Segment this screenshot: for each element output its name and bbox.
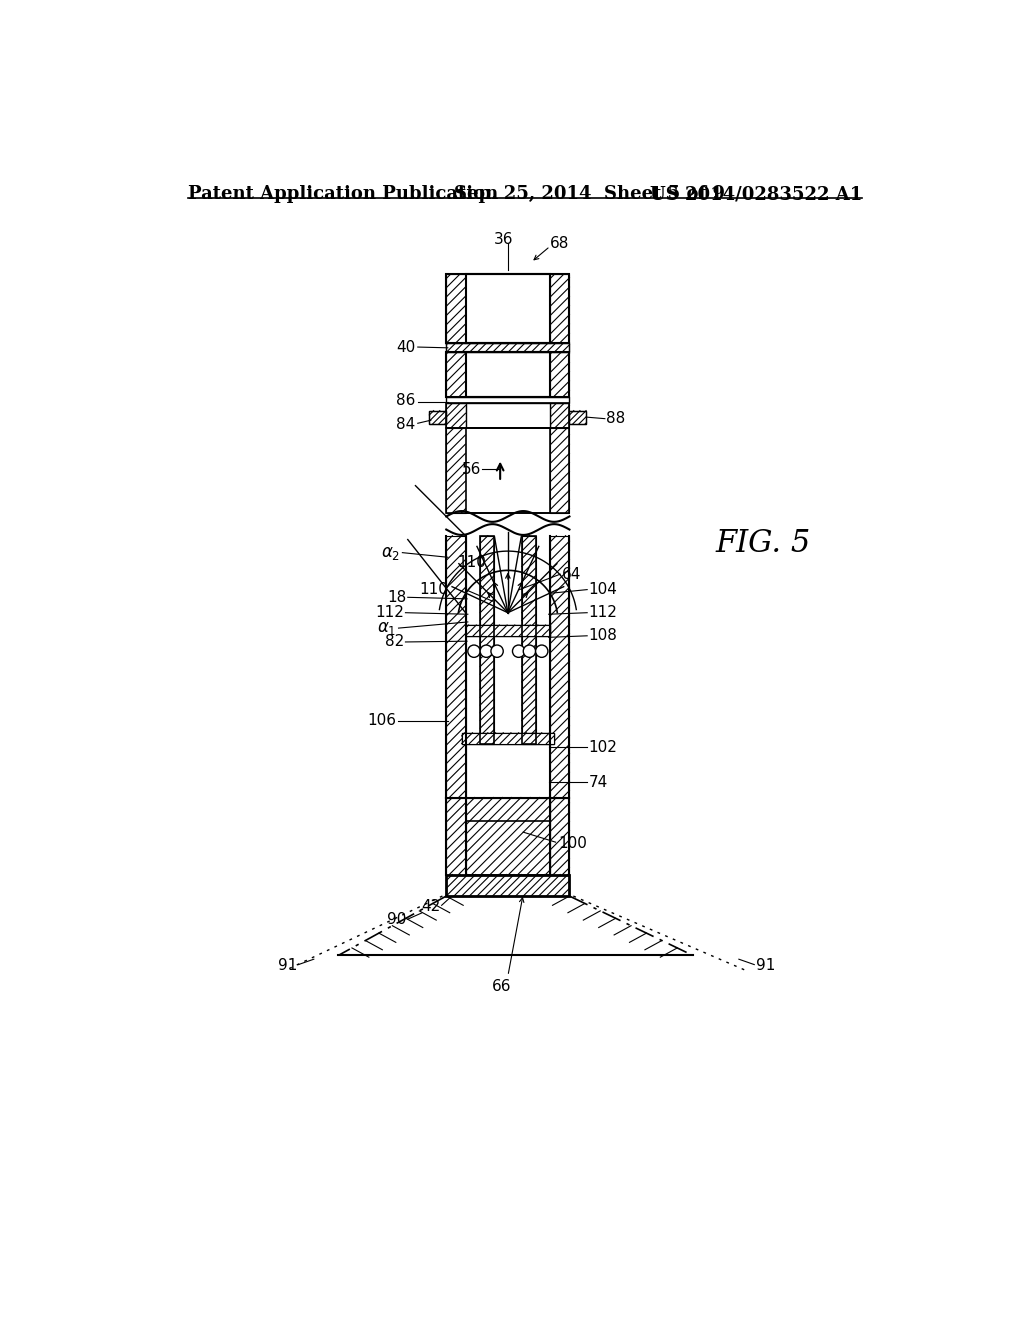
Bar <box>446 875 569 896</box>
Bar <box>550 352 569 397</box>
Text: 106: 106 <box>368 713 396 729</box>
Bar <box>521 536 536 743</box>
Circle shape <box>468 645 480 657</box>
Bar <box>466 275 550 343</box>
Bar <box>446 404 569 428</box>
Text: 56: 56 <box>462 462 481 477</box>
Text: 88: 88 <box>606 411 626 426</box>
Text: 110: 110 <box>419 582 447 597</box>
Bar <box>466 626 550 636</box>
Bar <box>446 352 466 397</box>
Bar <box>446 536 466 797</box>
Text: 100: 100 <box>558 836 587 851</box>
Bar <box>569 411 587 424</box>
Bar <box>446 343 569 352</box>
Text: 108: 108 <box>589 628 617 643</box>
Bar <box>446 428 466 512</box>
Text: 74: 74 <box>589 775 608 789</box>
Bar <box>446 352 569 397</box>
Bar <box>569 411 587 424</box>
Text: 18: 18 <box>387 590 407 605</box>
Bar <box>466 352 550 397</box>
Bar <box>446 275 569 343</box>
Circle shape <box>480 645 493 657</box>
Circle shape <box>490 645 503 657</box>
Text: 64: 64 <box>562 566 582 582</box>
Bar <box>550 404 569 428</box>
Circle shape <box>523 645 536 657</box>
Circle shape <box>536 645 548 657</box>
Bar <box>466 404 550 428</box>
Bar <box>446 404 466 428</box>
Bar <box>462 733 554 743</box>
Text: 86: 86 <box>396 393 416 408</box>
Text: FIG. 5: FIG. 5 <box>716 528 811 558</box>
Text: 84: 84 <box>396 417 416 432</box>
Text: 91: 91 <box>278 958 297 973</box>
Text: 112: 112 <box>589 605 617 620</box>
Bar <box>429 411 446 424</box>
Bar <box>550 536 569 797</box>
Bar <box>466 797 550 875</box>
Text: 40: 40 <box>396 339 416 355</box>
Text: 90: 90 <box>387 912 407 927</box>
Text: 68: 68 <box>550 235 569 251</box>
Bar <box>446 397 569 404</box>
Text: 110: 110 <box>458 556 486 570</box>
Circle shape <box>512 645 524 657</box>
Text: 91: 91 <box>756 958 775 973</box>
Text: 66: 66 <box>492 978 511 994</box>
Bar <box>429 411 446 424</box>
Text: Patent Application Publication: Patent Application Publication <box>188 185 499 203</box>
Bar <box>550 275 569 343</box>
Text: US 2014/0283522 A1: US 2014/0283522 A1 <box>650 185 862 203</box>
Bar <box>480 536 494 743</box>
Bar <box>446 797 466 875</box>
Bar <box>521 536 536 743</box>
Bar <box>446 343 569 352</box>
Text: Sep. 25, 2014  Sheet 5 of 9: Sep. 25, 2014 Sheet 5 of 9 <box>454 185 725 203</box>
Text: 112: 112 <box>375 605 403 620</box>
Bar <box>466 797 550 875</box>
Text: $\alpha_2$: $\alpha_2$ <box>381 544 400 561</box>
Bar <box>446 428 569 512</box>
Text: $\alpha_1$: $\alpha_1$ <box>377 619 396 638</box>
Bar <box>446 875 569 896</box>
Bar <box>446 275 466 343</box>
Bar <box>480 536 494 743</box>
Bar <box>466 428 550 512</box>
Text: 102: 102 <box>589 741 617 755</box>
Bar <box>550 797 569 875</box>
Text: 104: 104 <box>589 582 617 597</box>
Text: 82: 82 <box>385 635 403 649</box>
Bar <box>462 733 554 743</box>
Text: 42: 42 <box>421 899 440 915</box>
Bar <box>550 428 569 512</box>
Text: 36: 36 <box>495 232 514 247</box>
Bar <box>466 626 550 636</box>
